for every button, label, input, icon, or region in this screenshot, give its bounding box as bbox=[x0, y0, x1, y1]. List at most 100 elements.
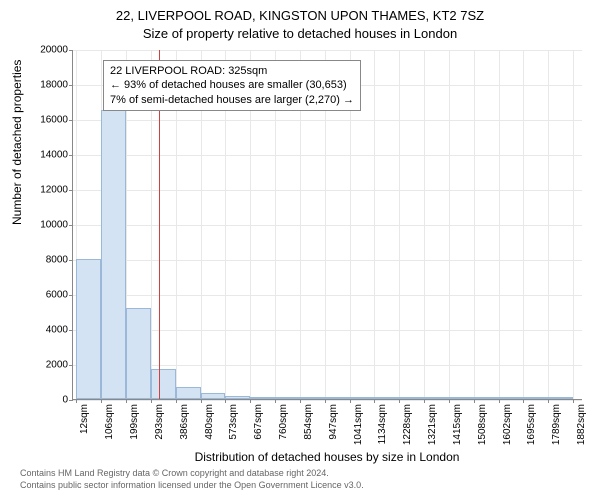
grid-horizontal bbox=[73, 50, 582, 51]
xtick-mark bbox=[424, 399, 425, 403]
xtick-label: 1789sqm bbox=[551, 404, 562, 445]
histogram-bar bbox=[250, 397, 275, 399]
grid-horizontal bbox=[73, 295, 582, 296]
ytick-label: 20000 bbox=[40, 45, 68, 56]
ytick-mark bbox=[69, 365, 73, 366]
histogram-bar bbox=[176, 387, 201, 399]
xtick-mark bbox=[399, 399, 400, 403]
xtick-label: 1508sqm bbox=[477, 404, 488, 445]
xtick-mark bbox=[325, 399, 326, 403]
ytick-label: 6000 bbox=[46, 290, 68, 301]
ytick-label: 8000 bbox=[46, 255, 68, 266]
xtick-label: 1321sqm bbox=[427, 404, 438, 445]
grid-horizontal bbox=[73, 155, 582, 156]
xtick-mark bbox=[474, 399, 475, 403]
annotation-line1: 22 LIVERPOOL ROAD: 325sqm bbox=[110, 64, 354, 78]
xtick-mark bbox=[548, 399, 549, 403]
histogram-bar bbox=[548, 397, 573, 399]
xtick-label: 947sqm bbox=[328, 404, 339, 440]
grid-vertical bbox=[374, 50, 375, 399]
xtick-label: 1228sqm bbox=[402, 404, 413, 445]
footer-attribution: Contains HM Land Registry data © Crown c… bbox=[20, 468, 364, 491]
histogram-bar bbox=[275, 397, 300, 399]
ytick-label: 16000 bbox=[40, 115, 68, 126]
y-axis-label: Number of detached properties bbox=[10, 60, 24, 225]
plot-area: 0200040006000800010000120001400016000180… bbox=[72, 50, 582, 400]
xtick-label: 854sqm bbox=[303, 404, 314, 440]
footer-line1: Contains HM Land Registry data © Crown c… bbox=[20, 468, 364, 480]
xtick-mark bbox=[573, 399, 574, 403]
ytick-mark bbox=[69, 400, 73, 401]
grid-horizontal bbox=[73, 400, 582, 401]
xtick-label: 1882sqm bbox=[576, 404, 587, 445]
grid-horizontal bbox=[73, 225, 582, 226]
chart-container: 22, LIVERPOOL ROAD, KINGSTON UPON THAMES… bbox=[0, 0, 600, 500]
grid-vertical bbox=[573, 50, 574, 399]
ytick-label: 4000 bbox=[46, 325, 68, 336]
xtick-mark bbox=[201, 399, 202, 403]
xtick-label: 293sqm bbox=[154, 404, 165, 440]
histogram-bar bbox=[424, 397, 449, 399]
grid-vertical bbox=[424, 50, 425, 399]
histogram-bar bbox=[76, 259, 101, 399]
xtick-label: 1041sqm bbox=[353, 404, 364, 445]
xtick-label: 1134sqm bbox=[377, 404, 388, 444]
grid-horizontal bbox=[73, 120, 582, 121]
xtick-label: 1415sqm bbox=[452, 404, 463, 445]
ytick-label: 0 bbox=[62, 395, 68, 406]
xtick-mark bbox=[101, 399, 102, 403]
ytick-label: 10000 bbox=[40, 220, 68, 231]
ytick-mark bbox=[69, 190, 73, 191]
ytick-label: 14000 bbox=[40, 150, 68, 161]
histogram-bar bbox=[374, 397, 399, 399]
histogram-bar bbox=[225, 396, 250, 399]
xtick-mark bbox=[449, 399, 450, 403]
ytick-mark bbox=[69, 155, 73, 156]
grid-vertical bbox=[499, 50, 500, 399]
ytick-mark bbox=[69, 330, 73, 331]
ytick-mark bbox=[69, 260, 73, 261]
histogram-bar bbox=[523, 397, 548, 399]
histogram-bar bbox=[474, 397, 499, 399]
footer-line2: Contains public sector information licen… bbox=[20, 480, 364, 492]
annotation-box: 22 LIVERPOOL ROAD: 325sqm ← 93% of detac… bbox=[103, 60, 361, 111]
xtick-mark bbox=[300, 399, 301, 403]
xtick-label: 1695sqm bbox=[526, 404, 537, 445]
histogram-bar bbox=[449, 397, 474, 399]
xtick-label: 386sqm bbox=[179, 404, 190, 440]
xtick-label: 760sqm bbox=[278, 404, 289, 440]
xtick-mark bbox=[126, 399, 127, 403]
grid-vertical bbox=[449, 50, 450, 399]
xtick-mark bbox=[250, 399, 251, 403]
xtick-mark bbox=[523, 399, 524, 403]
histogram-bar bbox=[201, 393, 226, 399]
ytick-mark bbox=[69, 225, 73, 226]
xtick-mark bbox=[176, 399, 177, 403]
histogram-bar bbox=[126, 308, 151, 399]
histogram-bar bbox=[350, 397, 375, 399]
histogram-bar bbox=[151, 369, 176, 399]
grid-vertical bbox=[399, 50, 400, 399]
xtick-label: 106sqm bbox=[104, 404, 115, 440]
grid-vertical bbox=[548, 50, 549, 399]
histogram-bar bbox=[399, 397, 424, 399]
grid-vertical bbox=[523, 50, 524, 399]
xtick-mark bbox=[76, 399, 77, 403]
xtick-mark bbox=[151, 399, 152, 403]
ytick-label: 18000 bbox=[40, 80, 68, 91]
chart-title-main: 22, LIVERPOOL ROAD, KINGSTON UPON THAMES… bbox=[0, 8, 600, 23]
xtick-mark bbox=[275, 399, 276, 403]
histogram-bar bbox=[300, 397, 325, 399]
xtick-label: 1602sqm bbox=[502, 404, 513, 445]
ytick-label: 12000 bbox=[40, 185, 68, 196]
xtick-label: 667sqm bbox=[253, 404, 264, 440]
histogram-bar bbox=[325, 397, 350, 399]
grid-horizontal bbox=[73, 260, 582, 261]
x-axis-label: Distribution of detached houses by size … bbox=[72, 450, 582, 464]
chart-title-sub: Size of property relative to detached ho… bbox=[0, 26, 600, 41]
histogram-bar bbox=[499, 397, 524, 399]
xtick-mark bbox=[225, 399, 226, 403]
ytick-mark bbox=[69, 50, 73, 51]
xtick-label: 573sqm bbox=[228, 404, 239, 440]
xtick-label: 199sqm bbox=[129, 404, 140, 440]
